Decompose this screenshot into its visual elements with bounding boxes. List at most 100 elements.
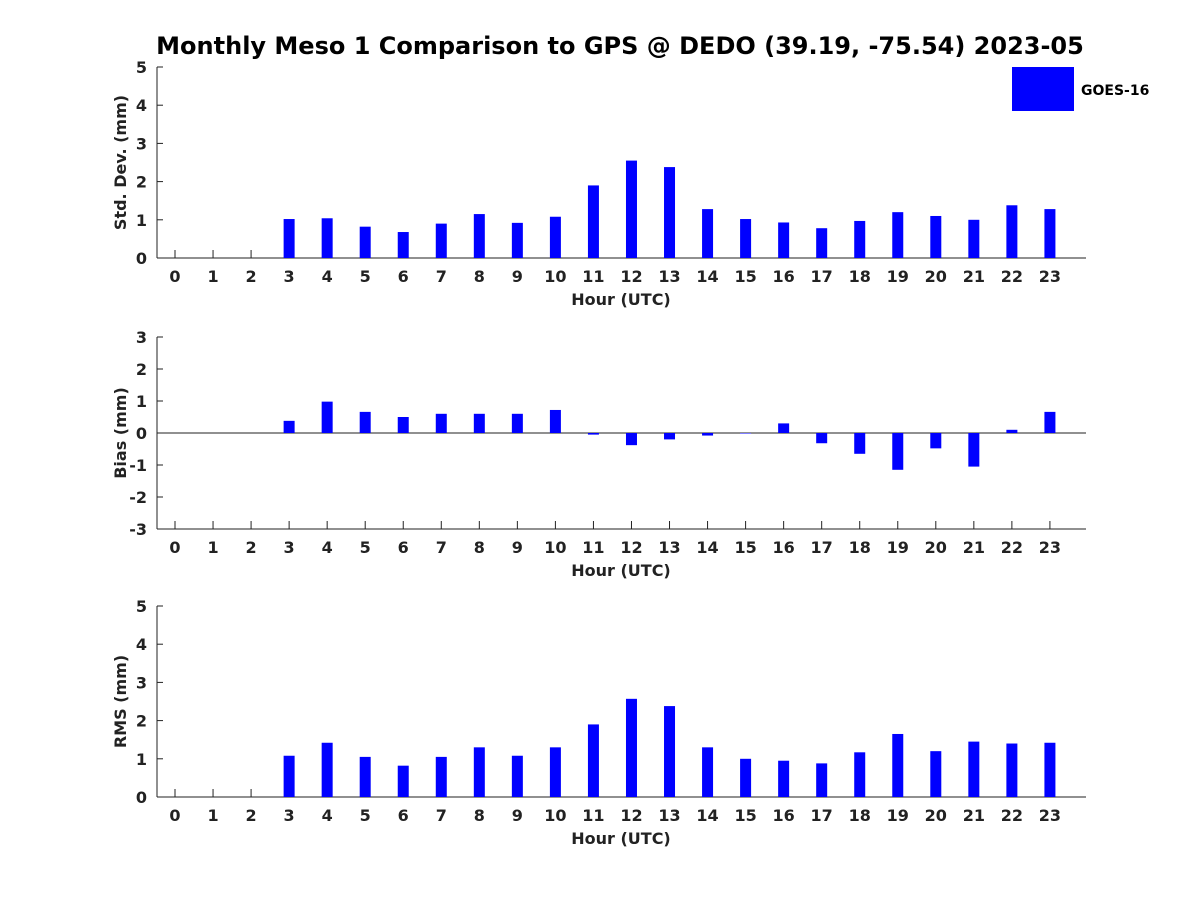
stddev-bar-hour-5 (359, 226, 371, 258)
rms-bar-hour-17 (816, 763, 828, 797)
x-tick-label: 4 (322, 806, 333, 825)
stddev-bar-hour-3 (283, 219, 295, 258)
legend-label: GOES-16 (1081, 83, 1149, 99)
x-tick-label: 20 (925, 267, 947, 286)
y-tick-label: 1 (136, 211, 147, 230)
x-tick-label: 19 (887, 538, 909, 557)
x-tick-label: 1 (207, 806, 218, 825)
legend-swatch (1012, 67, 1074, 111)
x-tick-label: 2 (246, 538, 257, 557)
rms-bar-hour-6 (397, 765, 409, 797)
x-tick-label: 1 (207, 267, 218, 286)
x-tick-label: 22 (1001, 806, 1023, 825)
stddev-bar-hour-22 (1006, 205, 1018, 258)
x-tick-label: 11 (582, 267, 604, 286)
rms-bar-hour-16 (778, 760, 790, 797)
x-tick-label: 21 (963, 806, 985, 825)
bias-bar-hour-10 (549, 409, 561, 433)
rms-bar-hour-10 (549, 747, 561, 797)
bias-bar-hour-23 (1044, 411, 1056, 433)
y-tick-label: 3 (136, 134, 147, 153)
x-tick-label: 13 (658, 267, 680, 286)
x-tick-label: 6 (398, 267, 409, 286)
x-tick-label: 7 (436, 538, 447, 557)
stddev-bar-hour-10 (549, 216, 561, 258)
x-tick-label: 15 (734, 538, 756, 557)
bias-bar-hour-18 (854, 433, 866, 454)
y-tick-label: 0 (136, 424, 147, 443)
bias-bar-hour-15 (740, 433, 752, 434)
y-tick-label: 5 (136, 58, 147, 77)
x-tick-label: 11 (582, 806, 604, 825)
y-axis-label: RMS (mm) (111, 655, 130, 748)
x-tick-label: 3 (284, 267, 295, 286)
x-tick-label: 18 (849, 806, 871, 825)
bias-bar-hour-12 (625, 433, 637, 446)
x-tick-label: 16 (773, 538, 795, 557)
rms-bar-hour-11 (587, 724, 599, 797)
x-tick-label: 8 (474, 267, 485, 286)
stddev-bar-hour-11 (587, 185, 599, 258)
stddev-bar-hour-9 (511, 222, 523, 258)
y-tick-label: 3 (136, 673, 147, 692)
stddev-bar-hour-15 (740, 219, 752, 258)
stddev-bar-hour-20 (930, 215, 942, 258)
x-tick-label: 5 (360, 267, 371, 286)
x-tick-label: 0 (169, 538, 180, 557)
stddev-bar-hour-12 (625, 160, 637, 258)
x-tick-label: 7 (436, 806, 447, 825)
rms-bar-hour-20 (930, 751, 942, 797)
rms-bar-hour-8 (473, 747, 485, 797)
x-tick-label: 4 (322, 538, 333, 557)
x-tick-label: 8 (474, 806, 485, 825)
x-tick-label: 22 (1001, 538, 1023, 557)
x-tick-label: 13 (658, 538, 680, 557)
y-tick-label: 0 (136, 249, 147, 268)
x-tick-label: 9 (512, 267, 523, 286)
stddev-bar-hour-16 (778, 222, 790, 258)
x-tick-label: 12 (620, 806, 642, 825)
stddev-bar-hour-13 (664, 167, 676, 258)
stddev-bar-hour-18 (854, 220, 866, 258)
rms-bar-hour-12 (625, 698, 637, 797)
x-tick-label: 23 (1039, 267, 1061, 286)
x-tick-label: 17 (811, 267, 833, 286)
bias-bar-hour-4 (321, 401, 333, 433)
x-tick-label: 12 (620, 267, 642, 286)
x-tick-label: 11 (582, 538, 604, 557)
bias-bar-hour-20 (930, 433, 942, 449)
bias-bar-hour-3 (283, 420, 295, 433)
x-tick-label: 1 (207, 538, 218, 557)
x-tick-label: 16 (773, 267, 795, 286)
y-axis-label: Bias (mm) (111, 387, 130, 479)
rms-bar-hour-19 (892, 733, 904, 797)
bias-bar-hour-14 (702, 433, 714, 436)
rms-bar-hour-23 (1044, 742, 1056, 797)
rms-bar-hour-9 (511, 755, 523, 797)
y-tick-label: 2 (136, 173, 147, 192)
x-tick-label: 12 (620, 538, 642, 557)
x-tick-label: 20 (925, 538, 947, 557)
stddev-bar-hour-21 (968, 219, 980, 258)
x-tick-label: 8 (474, 538, 485, 557)
x-tick-label: 10 (544, 806, 566, 825)
rms-bar-hour-4 (321, 742, 333, 797)
x-tick-label: 3 (284, 538, 295, 557)
x-tick-label: 18 (849, 267, 871, 286)
rms-bar-hour-22 (1006, 743, 1018, 797)
bias-bar-hour-13 (664, 433, 676, 440)
x-tick-label: 2 (246, 806, 257, 825)
x-tick-label: 14 (696, 267, 718, 286)
x-tick-label: 17 (811, 806, 833, 825)
y-tick-label: 4 (136, 635, 147, 654)
y-tick-label: 1 (136, 392, 147, 411)
stddev-bar-hour-23 (1044, 209, 1056, 258)
bias-bar-hour-22 (1006, 429, 1018, 433)
x-tick-label: 19 (887, 267, 909, 286)
chart-title: Monthly Meso 1 Comparison to GPS @ DEDO … (156, 32, 1084, 60)
y-tick-label: -1 (129, 456, 147, 475)
bias-bar-hour-21 (968, 433, 980, 467)
